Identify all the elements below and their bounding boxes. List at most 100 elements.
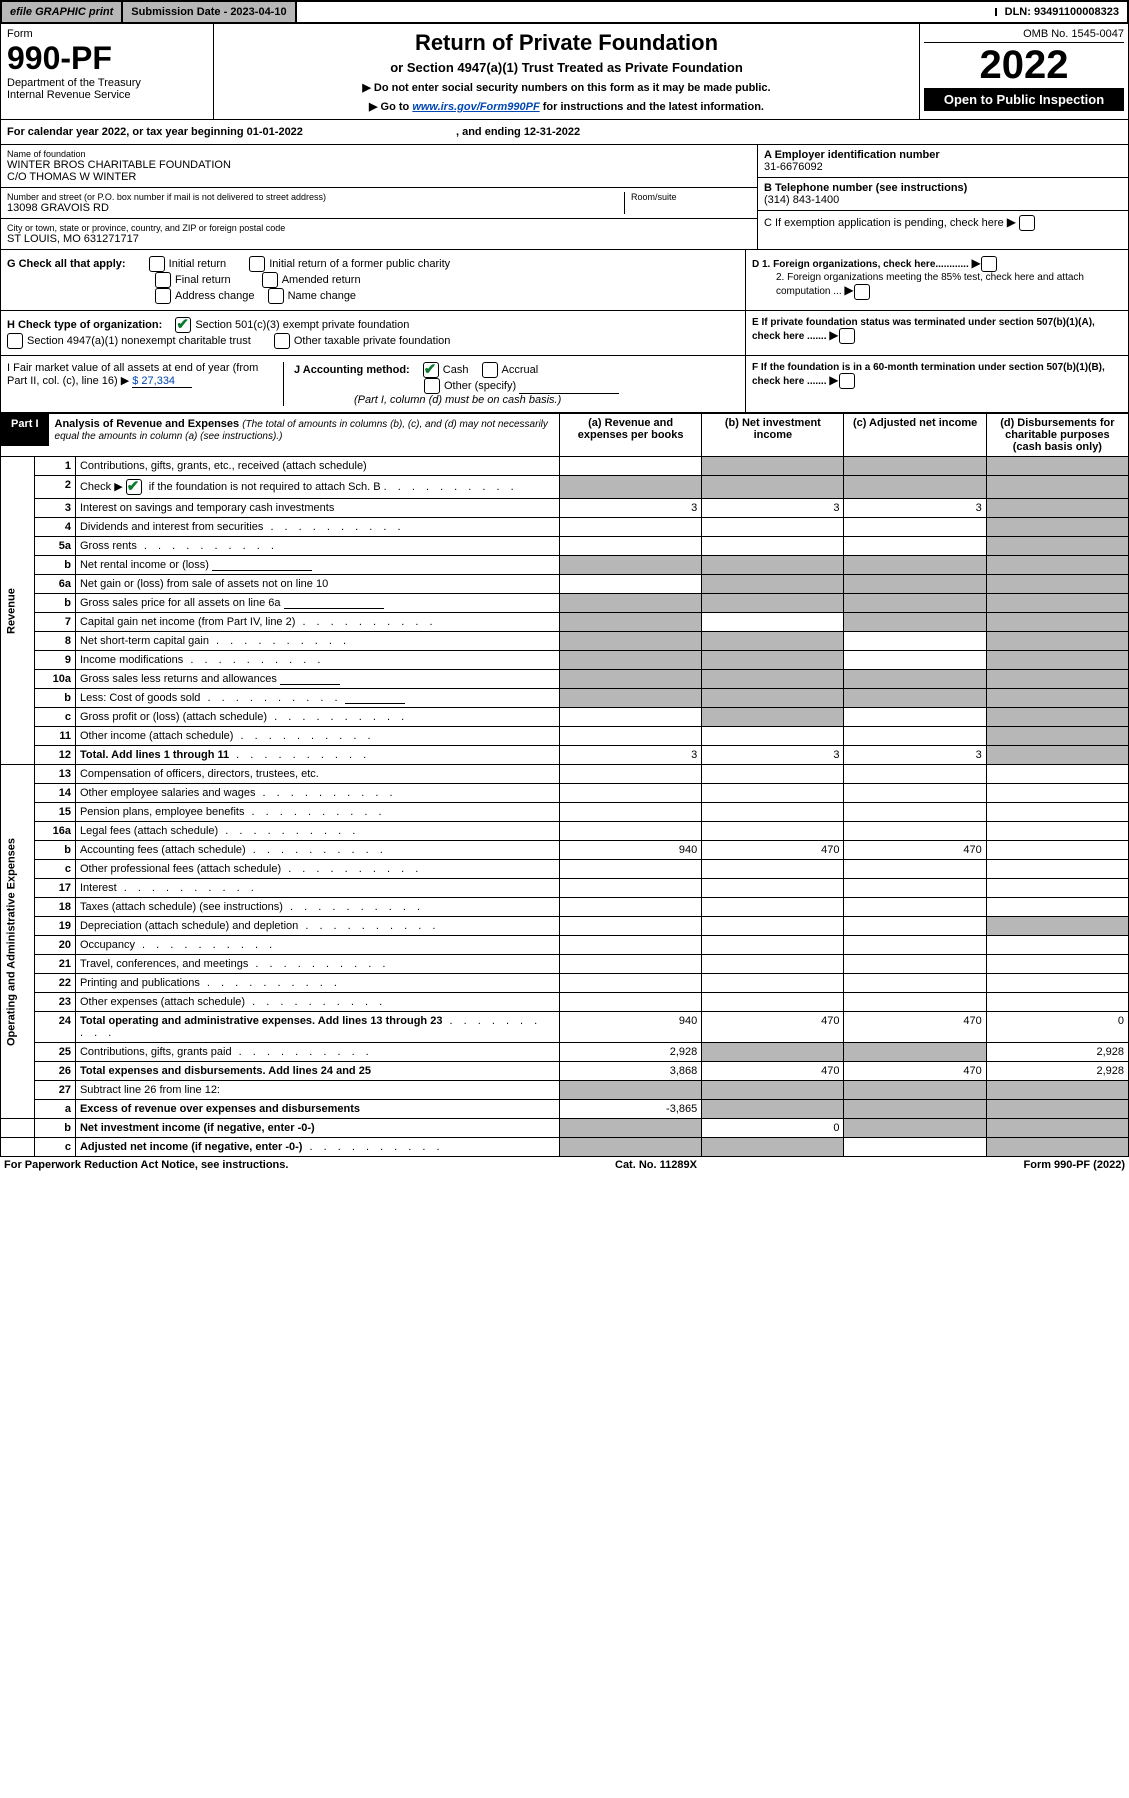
calendar-year-text: For calendar year 2022, or tax year begi…: [7, 126, 303, 138]
i-value: $ 27,334: [132, 375, 192, 388]
j-cash[interactable]: [423, 362, 439, 378]
line27c-desc: Adjusted net income (if negative, enter …: [80, 1141, 302, 1153]
room-suite-label: Room/suite: [631, 192, 751, 202]
city-state-zip: ST LOUIS, MO 631271717: [7, 233, 751, 245]
tax-year: 2022: [924, 43, 1124, 88]
line17-desc: Interest: [80, 882, 117, 894]
col-c-head: (c) Adjusted net income: [844, 414, 986, 457]
line8-desc: Net short-term capital gain: [80, 635, 209, 647]
form-number: 990-PF: [7, 40, 207, 77]
box-c-text: C If exemption application is pending, c…: [764, 217, 1004, 229]
h-4947-label: Section 4947(a)(1) nonexempt charitable …: [27, 335, 251, 347]
g-initial[interactable]: [149, 256, 165, 272]
g-amended[interactable]: [262, 272, 278, 288]
g-name-change[interactable]: [268, 288, 284, 304]
line22-desc: Printing and publications: [80, 977, 200, 989]
dept-treasury: Department of the Treasury: [7, 77, 207, 89]
line20-desc: Occupancy: [80, 939, 135, 951]
l26-c: 470: [844, 1062, 986, 1081]
f-checkbox[interactable]: [839, 373, 855, 389]
l26-b: 470: [702, 1062, 844, 1081]
h-label: H Check type of organization:: [7, 319, 162, 331]
l12-a: 3: [560, 746, 702, 765]
name-label: Name of foundation: [7, 149, 751, 159]
l24-d: 0: [986, 1012, 1128, 1043]
j-other[interactable]: [424, 378, 440, 394]
expenses-side-label: Operating and Administrative Expenses: [1, 765, 35, 1119]
instruction-1: ▶ Do not enter social security numbers o…: [220, 81, 913, 94]
line27-desc: Subtract line 26 from line 12:: [75, 1081, 559, 1100]
part1-table: Part I Analysis of Revenue and Expenses …: [0, 413, 1129, 1157]
j-accrual[interactable]: [482, 362, 498, 378]
l12-b: 3: [702, 746, 844, 765]
g-final-label: Final return: [175, 274, 231, 286]
line13-desc: Compensation of officers, directors, tru…: [75, 765, 559, 784]
h-4947[interactable]: [7, 333, 23, 349]
box-c-checkbox[interactable]: [1019, 215, 1035, 231]
g-final[interactable]: [155, 272, 171, 288]
g-name-change-label: Name change: [288, 290, 357, 302]
g-initial-former-label: Initial return of a former public charit…: [269, 258, 450, 270]
l3-c: 3: [844, 499, 986, 518]
col-d-head: (d) Disbursements for charitable purpose…: [986, 414, 1128, 457]
line2-desc-b: if the foundation is not required to att…: [149, 481, 381, 493]
efile-button[interactable]: efile GRAPHIC print: [2, 2, 123, 22]
g-initial-former[interactable]: [249, 256, 265, 272]
j-note: (Part I, column (d) must be on cash basi…: [354, 394, 561, 406]
line24-desc: Total operating and administrative expen…: [80, 1015, 442, 1027]
irs-link[interactable]: www.irs.gov/Form990PF: [412, 101, 539, 113]
line16a-desc: Legal fees (attach schedule): [80, 825, 218, 837]
l25-d: 2,928: [986, 1043, 1128, 1062]
l3-a: 3: [560, 499, 702, 518]
line27a-desc: Excess of revenue over expenses and disb…: [80, 1103, 360, 1115]
line1-desc: Contributions, gifts, grants, etc., rece…: [75, 457, 559, 476]
d2-checkbox[interactable]: [854, 284, 870, 300]
line5b-desc: Net rental income or (loss): [80, 559, 209, 571]
ein-label: A Employer identification number: [764, 149, 940, 161]
ein-value: 31-6676092: [764, 161, 823, 173]
line25-desc: Contributions, gifts, grants paid: [80, 1046, 232, 1058]
instruction-2-post: for instructions and the latest informat…: [543, 101, 764, 113]
d1-checkbox[interactable]: [981, 256, 997, 272]
line3-desc: Interest on savings and temporary cash i…: [75, 499, 559, 518]
line10c-desc: Gross profit or (loss) (attach schedule): [80, 711, 267, 723]
line19-desc: Depreciation (attach schedule) and deple…: [80, 920, 298, 932]
line4-desc: Dividends and interest from securities: [80, 521, 263, 533]
topbar: efile GRAPHIC print Submission Date - 20…: [0, 0, 1129, 24]
line26-desc: Total expenses and disbursements. Add li…: [80, 1065, 371, 1077]
line6a-desc: Net gain or (loss) from sale of assets n…: [75, 575, 559, 594]
l12-c: 3: [844, 746, 986, 765]
footer: For Paperwork Reduction Act Notice, see …: [0, 1157, 1129, 1173]
l24-b: 470: [702, 1012, 844, 1043]
open-to-public: Open to Public Inspection: [924, 88, 1124, 111]
d2-text: 2. Foreign organizations meeting the 85%…: [776, 272, 1084, 297]
l16b-b: 470: [702, 841, 844, 860]
line10a-desc: Gross sales less returns and allowances: [80, 673, 277, 685]
foundation-name-1: WINTER BROS CHARITABLE FOUNDATION: [7, 159, 751, 171]
f-text: F If the foundation is in a 60-month ter…: [752, 362, 1105, 387]
phone-label: B Telephone number (see instructions): [764, 182, 967, 194]
omb-number: OMB No. 1545-0047: [924, 28, 1124, 43]
h-other[interactable]: [274, 333, 290, 349]
l24-c: 470: [844, 1012, 986, 1043]
street-address: 13098 GRAVOIS RD: [7, 202, 624, 214]
h-501c3[interactable]: [175, 317, 191, 333]
revenue-side-label: Revenue: [1, 457, 35, 765]
check-h-e: H Check type of organization: Section 50…: [0, 311, 1129, 356]
form-label: Form: [7, 28, 207, 40]
line10b-desc: Less: Cost of goods sold: [80, 692, 200, 704]
col-b-head: (b) Net investment income: [702, 414, 844, 457]
g-addr-change[interactable]: [155, 288, 171, 304]
line18-desc: Taxes (attach schedule) (see instruction…: [80, 901, 283, 913]
j-other-label: Other (specify): [444, 380, 516, 392]
line2-desc: Check ▶: [80, 481, 123, 493]
line9-desc: Income modifications: [80, 654, 183, 666]
e-checkbox[interactable]: [839, 328, 855, 344]
d1-text: D 1. Foreign organizations, check here..…: [752, 259, 969, 270]
line2-checkbox[interactable]: [126, 479, 142, 495]
col-a-head: (a) Revenue and expenses per books: [560, 414, 702, 457]
g-amended-label: Amended return: [282, 274, 361, 286]
footer-left: For Paperwork Reduction Act Notice, see …: [4, 1159, 288, 1171]
h-other-label: Other taxable private foundation: [294, 335, 451, 347]
dln: DLN: 93491100008323: [997, 2, 1127, 22]
